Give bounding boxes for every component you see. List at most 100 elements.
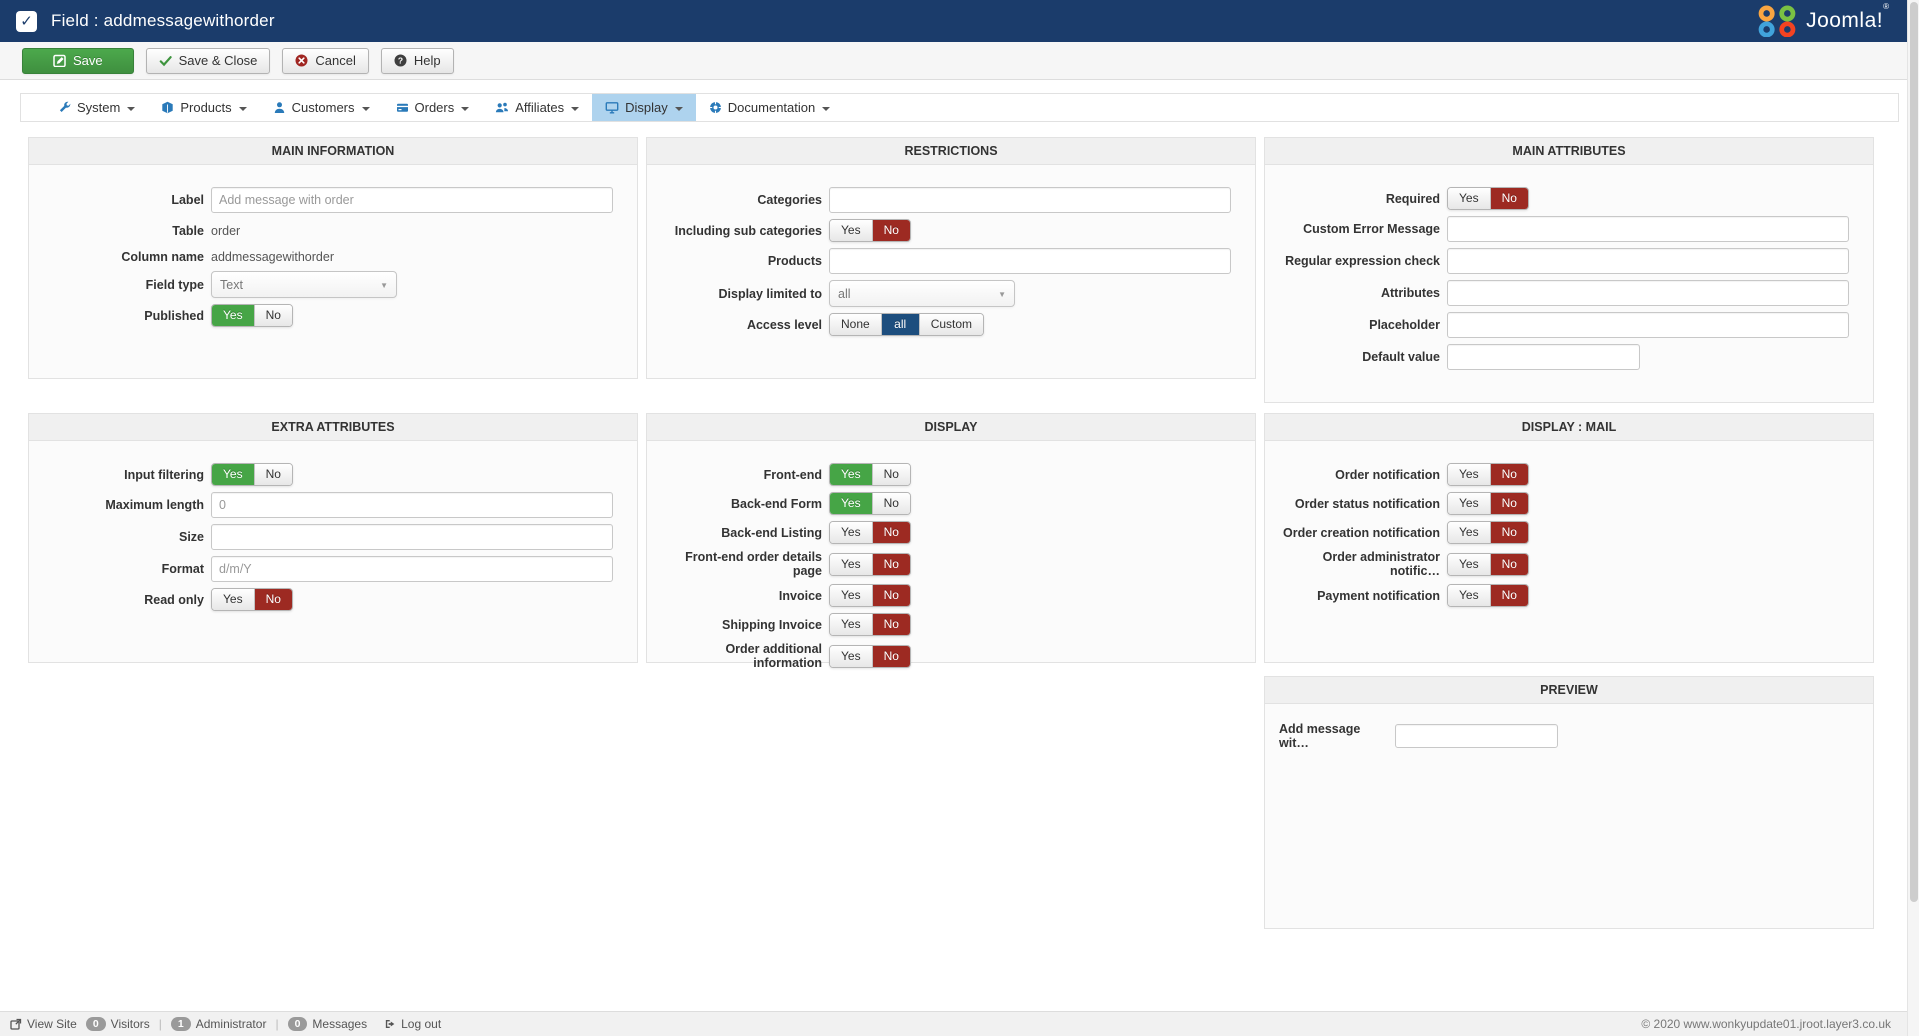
panel-title: DISPLAY : MAIL [1265, 414, 1873, 441]
yes-button[interactable]: Yes [212, 464, 254, 485]
no-button[interactable]: No [1489, 188, 1528, 209]
placeholder-input[interactable] [1447, 312, 1849, 338]
yes-button[interactable]: Yes [1448, 188, 1490, 209]
yes-button[interactable]: Yes [1448, 522, 1490, 543]
format-input[interactable] [211, 556, 613, 582]
form-row-input-filtering: Input filtering Yes No [41, 463, 625, 486]
no-button[interactable]: No [871, 614, 910, 635]
no-button[interactable]: No [871, 493, 910, 514]
cancel-button[interactable]: Cancel [282, 47, 369, 74]
menu-item-documentation[interactable]: Documentation [696, 94, 843, 121]
copyright-text: © 2020 www.wonkyupdate01.jroot.layer3.co… [1641, 1017, 1891, 1031]
yes-button[interactable]: Yes [1448, 585, 1490, 606]
front-end-toggle: Yes No [829, 463, 911, 486]
logout-link[interactable]: Log out [384, 1017, 441, 1031]
toolbar: Save Save & Close Cancel ? Help [0, 42, 1919, 80]
yes-button[interactable]: Yes [830, 522, 872, 543]
no-button[interactable]: No [253, 589, 292, 610]
read-only-toggle: Yes No [211, 588, 293, 611]
logout-label: Log out [401, 1017, 442, 1031]
administrator-status[interactable]: 1 Administrator [170, 1017, 267, 1031]
panel-title: RESTRICTIONS [647, 138, 1255, 165]
selected-option: Text [220, 277, 243, 292]
save-button[interactable]: Save [22, 47, 134, 74]
attributes-input[interactable] [1447, 280, 1849, 306]
administrator-label: Administrator [195, 1017, 267, 1031]
no-button[interactable]: No [871, 645, 910, 667]
menu-item-customers[interactable]: Customers [260, 94, 383, 121]
yes-button[interactable]: Yes [830, 614, 872, 635]
yes-button[interactable]: Yes [212, 305, 254, 326]
panel-display: DISPLAY Front-end Yes No Back-end Form Y… [646, 413, 1256, 670]
order-creation-notification-toggle: Yes No [1447, 521, 1529, 544]
no-button[interactable]: No [871, 585, 910, 606]
visitors-status[interactable]: 0 Visitors [85, 1017, 150, 1031]
menu-item-display[interactable]: Display [592, 94, 696, 121]
table-value: order [211, 223, 241, 238]
maximum-length-input[interactable] [211, 492, 613, 518]
no-button[interactable]: No [1489, 522, 1528, 543]
custom-error-input[interactable] [1447, 216, 1849, 242]
form-row-default-value: Default value [1277, 344, 1861, 370]
form-row-invoice: Invoice Yes No [659, 584, 1243, 607]
form-row-published: Published Yes No [41, 304, 625, 327]
scrollbar-thumb[interactable] [1910, 2, 1918, 902]
no-button[interactable]: No [871, 464, 910, 485]
form-row-front-end: Front-end Yes No [659, 463, 1243, 486]
none-button[interactable]: None [830, 314, 881, 335]
no-button[interactable]: No [871, 220, 910, 241]
no-button[interactable]: No [1489, 493, 1528, 514]
form-row-size: Size [41, 524, 625, 550]
field-type-select[interactable]: Text ▼ [211, 271, 397, 298]
yes-button[interactable]: Yes [1448, 464, 1490, 485]
panel-restrictions: RESTRICTIONS Categories Including sub ca… [646, 137, 1256, 379]
label-input[interactable] [211, 187, 613, 213]
form-row-order-notification: Order notification Yes No [1277, 463, 1861, 486]
menu-item-products[interactable]: Products [148, 94, 259, 121]
yes-button[interactable]: Yes [830, 585, 872, 606]
no-button[interactable]: No [1489, 553, 1528, 575]
yes-button[interactable]: Yes [830, 645, 872, 667]
regex-input[interactable] [1447, 248, 1849, 274]
chevron-down-icon [571, 107, 580, 115]
size-input[interactable] [211, 524, 613, 550]
field-label: Order creation notification [1283, 525, 1440, 540]
yes-button[interactable]: Yes [830, 553, 872, 575]
no-button[interactable]: No [253, 464, 292, 485]
products-input[interactable] [829, 248, 1231, 274]
display-limited-select[interactable]: all ▼ [829, 280, 1015, 307]
no-button[interactable]: No [871, 522, 910, 543]
default-value-input[interactable] [1447, 344, 1640, 370]
menu-item-affiliates[interactable]: Affiliates [482, 94, 592, 121]
field-label: Column name [121, 249, 204, 264]
no-button[interactable]: No [1489, 585, 1528, 606]
field-label: Published [144, 308, 204, 323]
help-button[interactable]: ? Help [380, 47, 454, 74]
messages-status[interactable]: 0 Messages [287, 1017, 367, 1031]
categories-input[interactable] [829, 187, 1231, 213]
view-site-link[interactable]: View Site [10, 1017, 77, 1031]
yes-button[interactable]: Yes [830, 220, 872, 241]
yes-button[interactable]: Yes [1448, 493, 1490, 514]
chevron-down-icon [127, 107, 136, 115]
all-button[interactable]: all [880, 314, 919, 335]
yes-button[interactable]: Yes [1448, 553, 1490, 575]
menu-item-system[interactable]: System [45, 94, 148, 121]
menu-item-orders[interactable]: Orders [383, 94, 483, 121]
cancel-label: Cancel [315, 53, 356, 68]
yes-button[interactable]: Yes [830, 493, 872, 514]
x-circle-icon [295, 54, 308, 67]
main-menu: System Products Customers Orders Affilia… [20, 93, 1899, 122]
no-button[interactable]: No [1489, 464, 1528, 485]
form-row-column-name: Column name addmessagewithorder [41, 245, 625, 268]
custom-button[interactable]: Custom [918, 314, 984, 335]
preview-input[interactable] [1395, 724, 1558, 748]
save-close-button[interactable]: Save & Close [145, 47, 271, 74]
preview-field-label: Add message wit… [1279, 722, 1361, 750]
yes-button[interactable]: Yes [212, 589, 254, 610]
yes-button[interactable]: Yes [830, 464, 872, 485]
no-button[interactable]: No [253, 305, 292, 326]
no-button[interactable]: No [871, 553, 910, 575]
field-label: Back-end Listing [721, 525, 822, 540]
divider: | [158, 1017, 162, 1031]
